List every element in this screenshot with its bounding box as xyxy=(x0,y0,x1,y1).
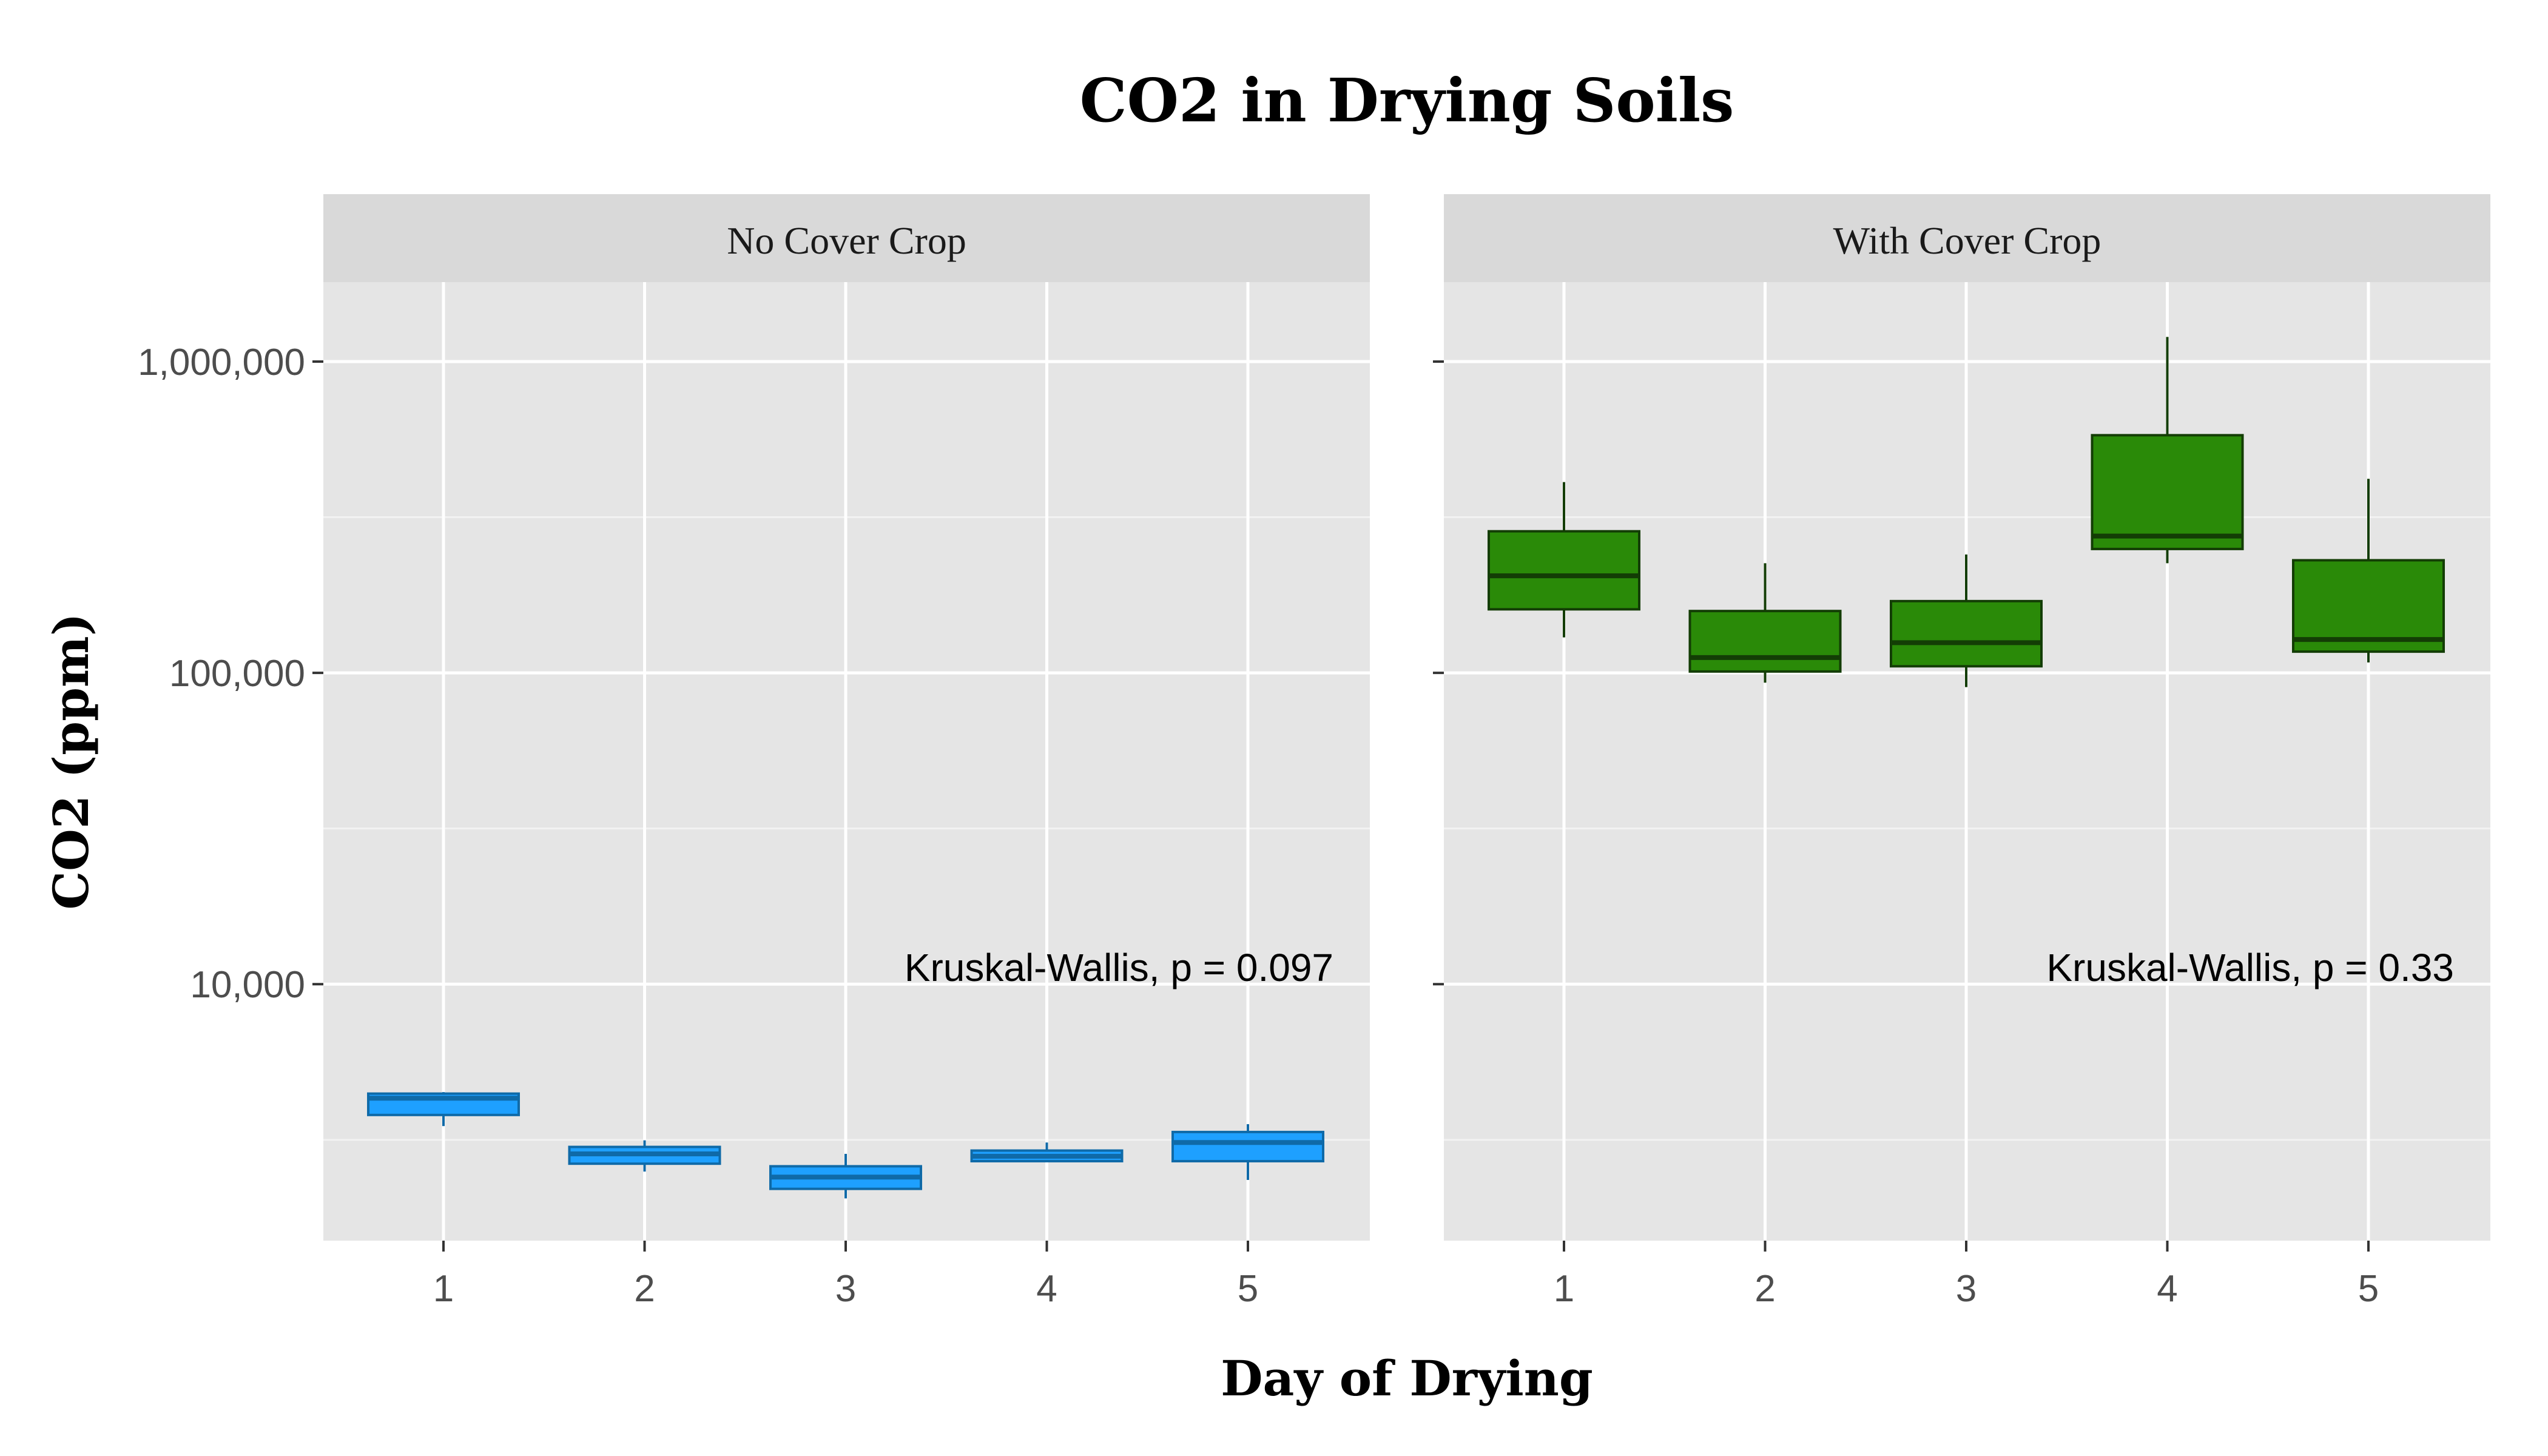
x-tick-label: 5 xyxy=(1238,1268,1258,1310)
y-tick-label: 100,000 xyxy=(169,653,305,695)
facet-label: With Cover Crop xyxy=(1833,219,2101,262)
box-body xyxy=(1171,1130,1324,1163)
x-tick-label: 4 xyxy=(1036,1268,1057,1310)
y-axis-title: CO2 (ppm) xyxy=(42,613,99,909)
y-tick-label: 10,000 xyxy=(190,964,305,1006)
box-body xyxy=(1488,530,1640,611)
x-axis-title: Day of Drying xyxy=(1221,1350,1593,1407)
facet-label: No Cover Crop xyxy=(727,219,966,262)
box-1 xyxy=(367,1092,520,1127)
panel-1: No Cover Crop Kruskal-Wallis, p = 0.097 1 2… xyxy=(138,194,1370,1310)
chart-title: CO2 in Drying Soils xyxy=(1080,66,1734,136)
y-tick-label: 1,000,000 xyxy=(138,342,305,383)
box-body xyxy=(2292,559,2445,653)
x-tick-label: 2 xyxy=(634,1268,655,1310)
x-tick-label: 1 xyxy=(1554,1268,1574,1310)
box-body xyxy=(2091,434,2244,550)
x-tick-label: 5 xyxy=(2358,1268,2379,1310)
panels-layer: No Cover Crop Kruskal-Wallis, p = 0.097 1 2… xyxy=(138,194,2490,1310)
box-4 xyxy=(2091,337,2244,564)
facet-strip xyxy=(1444,194,2490,282)
box-2 xyxy=(1688,563,1842,683)
box-body xyxy=(1688,610,1842,673)
box-4 xyxy=(970,1142,1124,1163)
kruskal-wallis-annotation: Kruskal-Wallis, p = 0.33 xyxy=(2046,946,2454,989)
x-tick-label: 4 xyxy=(2157,1268,2177,1310)
x-tick-label: 2 xyxy=(1754,1268,1775,1310)
box-3 xyxy=(1890,554,2043,687)
box-5 xyxy=(1171,1124,1324,1180)
box-2 xyxy=(568,1140,721,1172)
facet-strip xyxy=(323,194,1370,282)
box-5 xyxy=(2292,479,2445,662)
x-tick-label: 1 xyxy=(433,1268,454,1310)
x-tick-label: 3 xyxy=(1956,1268,1977,1310)
box-body xyxy=(1890,599,2043,668)
box-1 xyxy=(1488,482,1640,638)
panel-2: With Cover Crop Kruskal-Wallis, p = 0.33 1… xyxy=(1433,194,2490,1310)
kruskal-wallis-annotation: Kruskal-Wallis, p = 0.097 xyxy=(905,946,1333,989)
box-3 xyxy=(769,1153,922,1199)
x-tick-label: 3 xyxy=(835,1268,856,1310)
